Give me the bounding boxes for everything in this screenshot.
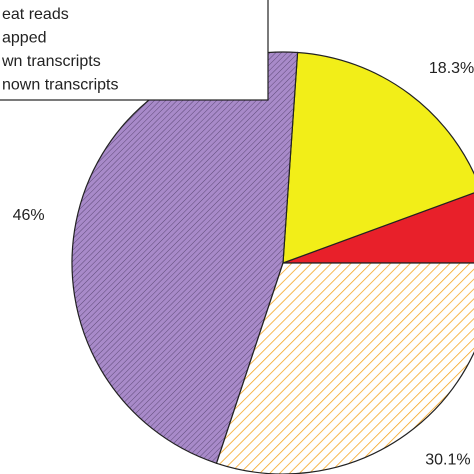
data-label: 46% <box>13 207 45 224</box>
legend: eat reads apped wn transcripts nown transcr… <box>0 0 269 101</box>
legend-label: wn transcripts <box>1 53 101 70</box>
legend-label: apped <box>2 30 47 47</box>
pie <box>71 51 474 474</box>
data-label: 30.1% <box>425 451 470 468</box>
pie-slice <box>282 192 474 264</box>
legend-label: eat reads <box>2 6 69 23</box>
data-label: 18.3% <box>429 60 474 77</box>
legend-box <box>0 0 269 101</box>
legend-label: nown transcripts <box>2 77 119 94</box>
pie-slice <box>282 51 474 264</box>
pie-slice <box>215 262 474 474</box>
